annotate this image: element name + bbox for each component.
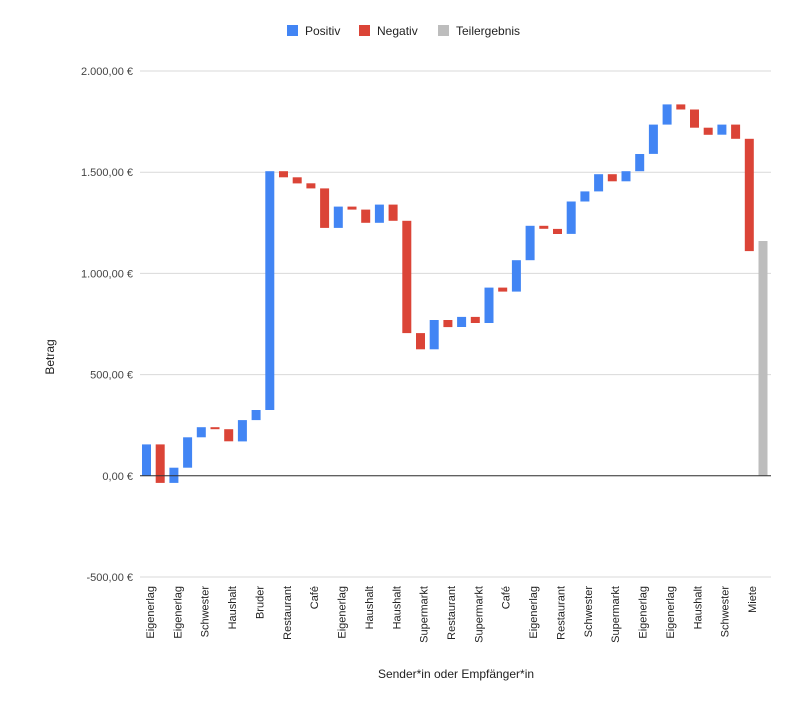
x-category-label: Haushalt [391, 586, 403, 629]
x-category-label: Eigenerlag [172, 586, 184, 639]
y-axis-ticks: -500,00 € 0,00 € 500,00 € 1.000,00 € 1.500,0… [81, 66, 133, 584]
bar-negative [690, 109, 699, 128]
x-category-label: Supermarkt [610, 586, 622, 643]
bar-positive [717, 124, 727, 135]
legend-swatch-neg [359, 25, 370, 36]
x-category-label: Café [309, 586, 321, 609]
x-category-label: Schwester [200, 586, 212, 638]
x-category-label: Eigenerlag [638, 586, 650, 639]
bar-positive [265, 171, 275, 410]
bar-positive [484, 287, 494, 323]
legend-swatch-sub [438, 25, 449, 36]
bar-positive [525, 225, 535, 261]
x-category-label: Restaurant [556, 586, 568, 640]
x-category-label: Eigenerlag [337, 586, 349, 639]
x-category-label: Schwester [720, 586, 732, 638]
x-category-label: Supermarkt [419, 586, 431, 643]
bar-positive [333, 206, 343, 228]
bar-positive [566, 201, 576, 234]
legend-label-neg: Negativ [377, 24, 418, 38]
bar-negative [539, 225, 549, 229]
bar-negative [443, 320, 453, 328]
bar-negative [292, 177, 302, 184]
legend-swatch-pos [287, 25, 298, 36]
x-category-label: Eigenerlag [665, 586, 677, 639]
bar-positive [621, 171, 631, 182]
bar-negative [402, 220, 412, 334]
legend-label-pos: Positiv [305, 24, 340, 38]
bar-negative [306, 183, 316, 189]
x-axis-title: Sender*in oder Empfänger*in [378, 667, 534, 681]
x-category-label: Miete [747, 586, 759, 613]
gridlines [140, 70, 771, 578]
x-category-label: Bruder [255, 586, 267, 619]
legend: Positiv Negativ Teilergebnis [287, 24, 520, 38]
x-category-label: Haushalt [364, 586, 376, 629]
bar-negative [388, 204, 398, 221]
bar-negative [703, 127, 713, 135]
bar-negative [416, 333, 425, 350]
bar-positive [580, 191, 590, 202]
legend-label-sub: Teilergebnis [456, 24, 520, 38]
bar-negative [361, 209, 371, 223]
y-tick-label: -500,00 € [87, 572, 133, 584]
y-tick-label: 1.000,00 € [81, 268, 133, 280]
bar-positive [237, 420, 247, 442]
bar-negative [607, 174, 617, 182]
bar-positive [662, 104, 672, 125]
y-tick-label: 500,00 € [90, 370, 133, 382]
x-category-label: Haushalt [227, 586, 239, 629]
bar-positive [196, 427, 206, 438]
bar-subtotal [758, 241, 768, 476]
x-category-label: Supermarkt [473, 586, 485, 643]
bar-positive [635, 154, 645, 172]
x-category-label: Eigenerlag [145, 586, 157, 639]
bar-negative [224, 429, 234, 442]
y-tick-label: 2.000,00 € [81, 66, 133, 78]
bar-positive [511, 260, 521, 292]
bar-negative [553, 228, 562, 234]
bar-positive [251, 410, 261, 421]
x-category-label: Café [501, 586, 513, 609]
y-tick-label: 0,00 € [102, 471, 133, 483]
bar-negative [676, 104, 686, 110]
bar-positive [374, 204, 384, 223]
y-axis-title: Betrag [43, 339, 57, 374]
bar-negative [470, 316, 480, 323]
x-category-label: Eigenerlag [528, 586, 540, 639]
x-category-label: Haushalt [692, 586, 704, 629]
bar-positive [142, 444, 151, 476]
bar-positive [594, 174, 604, 192]
bar-positive [648, 124, 658, 154]
bar-negative [347, 206, 357, 210]
bar-negative [731, 124, 741, 139]
bar-negative [279, 171, 288, 178]
bars [142, 104, 768, 483]
bar-positive [457, 316, 467, 327]
bar-negative [155, 444, 165, 483]
bar-negative [210, 427, 220, 430]
y-tick-label: 1.500,00 € [81, 167, 133, 179]
x-category-label: Restaurant [282, 586, 294, 640]
x-category-label: Schwester [583, 586, 595, 638]
bar-negative [498, 287, 508, 292]
bar-positive [429, 320, 439, 350]
bar-positive [183, 437, 193, 468]
bar-negative [744, 138, 754, 252]
x-axis-ticks: Eigenerlag Eigenerlag Schwester Haushalt Bru… [145, 586, 759, 643]
x-category-label: Restaurant [446, 586, 458, 640]
bar-negative [320, 188, 330, 228]
